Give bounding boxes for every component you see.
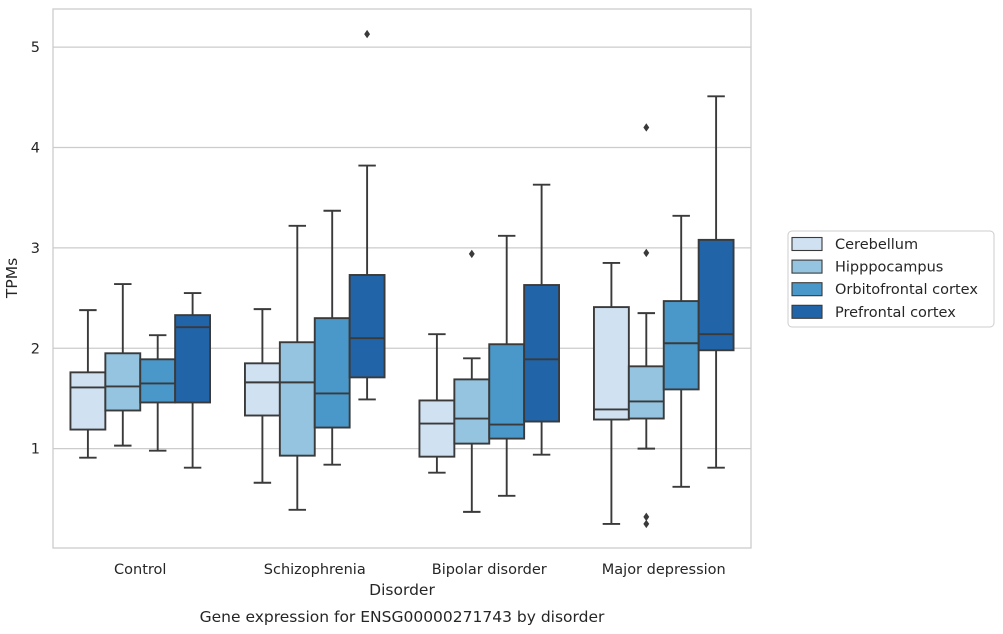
y-axis-label: TPMs [3,258,21,299]
legend: Cerebellum Hipppocampus Orbitofrontal cort… [787,230,995,328]
box-iqr [523,284,561,423]
x-axis-label: Disorder [369,581,435,599]
box-iqr [243,362,281,417]
outlier-point [364,29,371,39]
box-orbitofrontal-cortex [139,334,177,452]
box-prefrontal-cortex [523,183,561,456]
y-gridlines [53,46,751,450]
legend-frame [787,230,995,328]
legend-swatch [791,259,823,274]
x-tick-label: Bipolar disorder [432,562,547,578]
y-tick-label: 5 [31,40,40,56]
box-prefrontal-cortex [174,292,211,469]
box-iqr [139,358,177,404]
plot-frame [52,8,752,549]
outlier-point [468,249,475,259]
y-tick-labels: 1 2 3 4 5 [31,40,40,457]
x-tick-label: Schizophrenia [264,562,366,578]
outlier-point [643,123,650,132]
legend-swatch [791,236,823,252]
x-tick-labels: Control Schizophrenia Bipolar disorder Majo… [114,562,726,578]
box-hipppocampus [453,249,491,513]
chart-caption: Gene expression for ENSG00000271743 by d… [200,608,605,626]
box-iqr [174,314,211,404]
box-iqr [313,317,351,429]
box-iqr [697,238,735,352]
box-iqr [278,341,316,457]
box-hipppocampus [278,224,316,511]
y-tick-label: 3 [31,241,40,257]
box-iqr [627,365,665,420]
box-orbitofrontal-cortex [488,234,526,497]
box-iqr [453,378,491,445]
box-iqr [418,399,456,458]
x-tick-label: Major depression [602,562,726,578]
box-hipppocampus [627,123,665,529]
box-cerebellum [593,261,630,525]
box-iqr [104,352,142,412]
legend-swatch [791,282,823,297]
box-groups [69,29,735,529]
y-tick-label: 2 [31,341,40,357]
box-cerebellum [243,308,281,484]
box-prefrontal-cortex [697,95,735,469]
outlier-point [643,248,650,258]
box-prefrontal-cortex [348,29,386,401]
legend-label: Prefrontal cortex [835,305,956,321]
box-orbitofrontal-cortex [313,209,351,466]
box-orbitofrontal-cortex [662,214,700,488]
outlier-point [643,512,650,522]
y-tick-label: 1 [31,442,40,458]
box-iqr [593,306,630,421]
legend-label: Orbitofrontal cortex [835,282,978,298]
box-cerebellum [418,333,456,474]
y-tick-label: 4 [31,141,40,157]
box-iqr [69,371,107,431]
legend-swatch [791,304,823,319]
legend-label: Cerebellum [835,237,918,253]
outlier-point [643,519,650,529]
box-iqr [488,343,526,440]
legend-label: Hipppocampus [835,260,943,276]
box-iqr [348,274,386,379]
box-iqr [662,300,700,391]
x-tick-label: Control [114,562,166,578]
box-hipppocampus [104,283,142,447]
box-cerebellum [69,309,107,459]
